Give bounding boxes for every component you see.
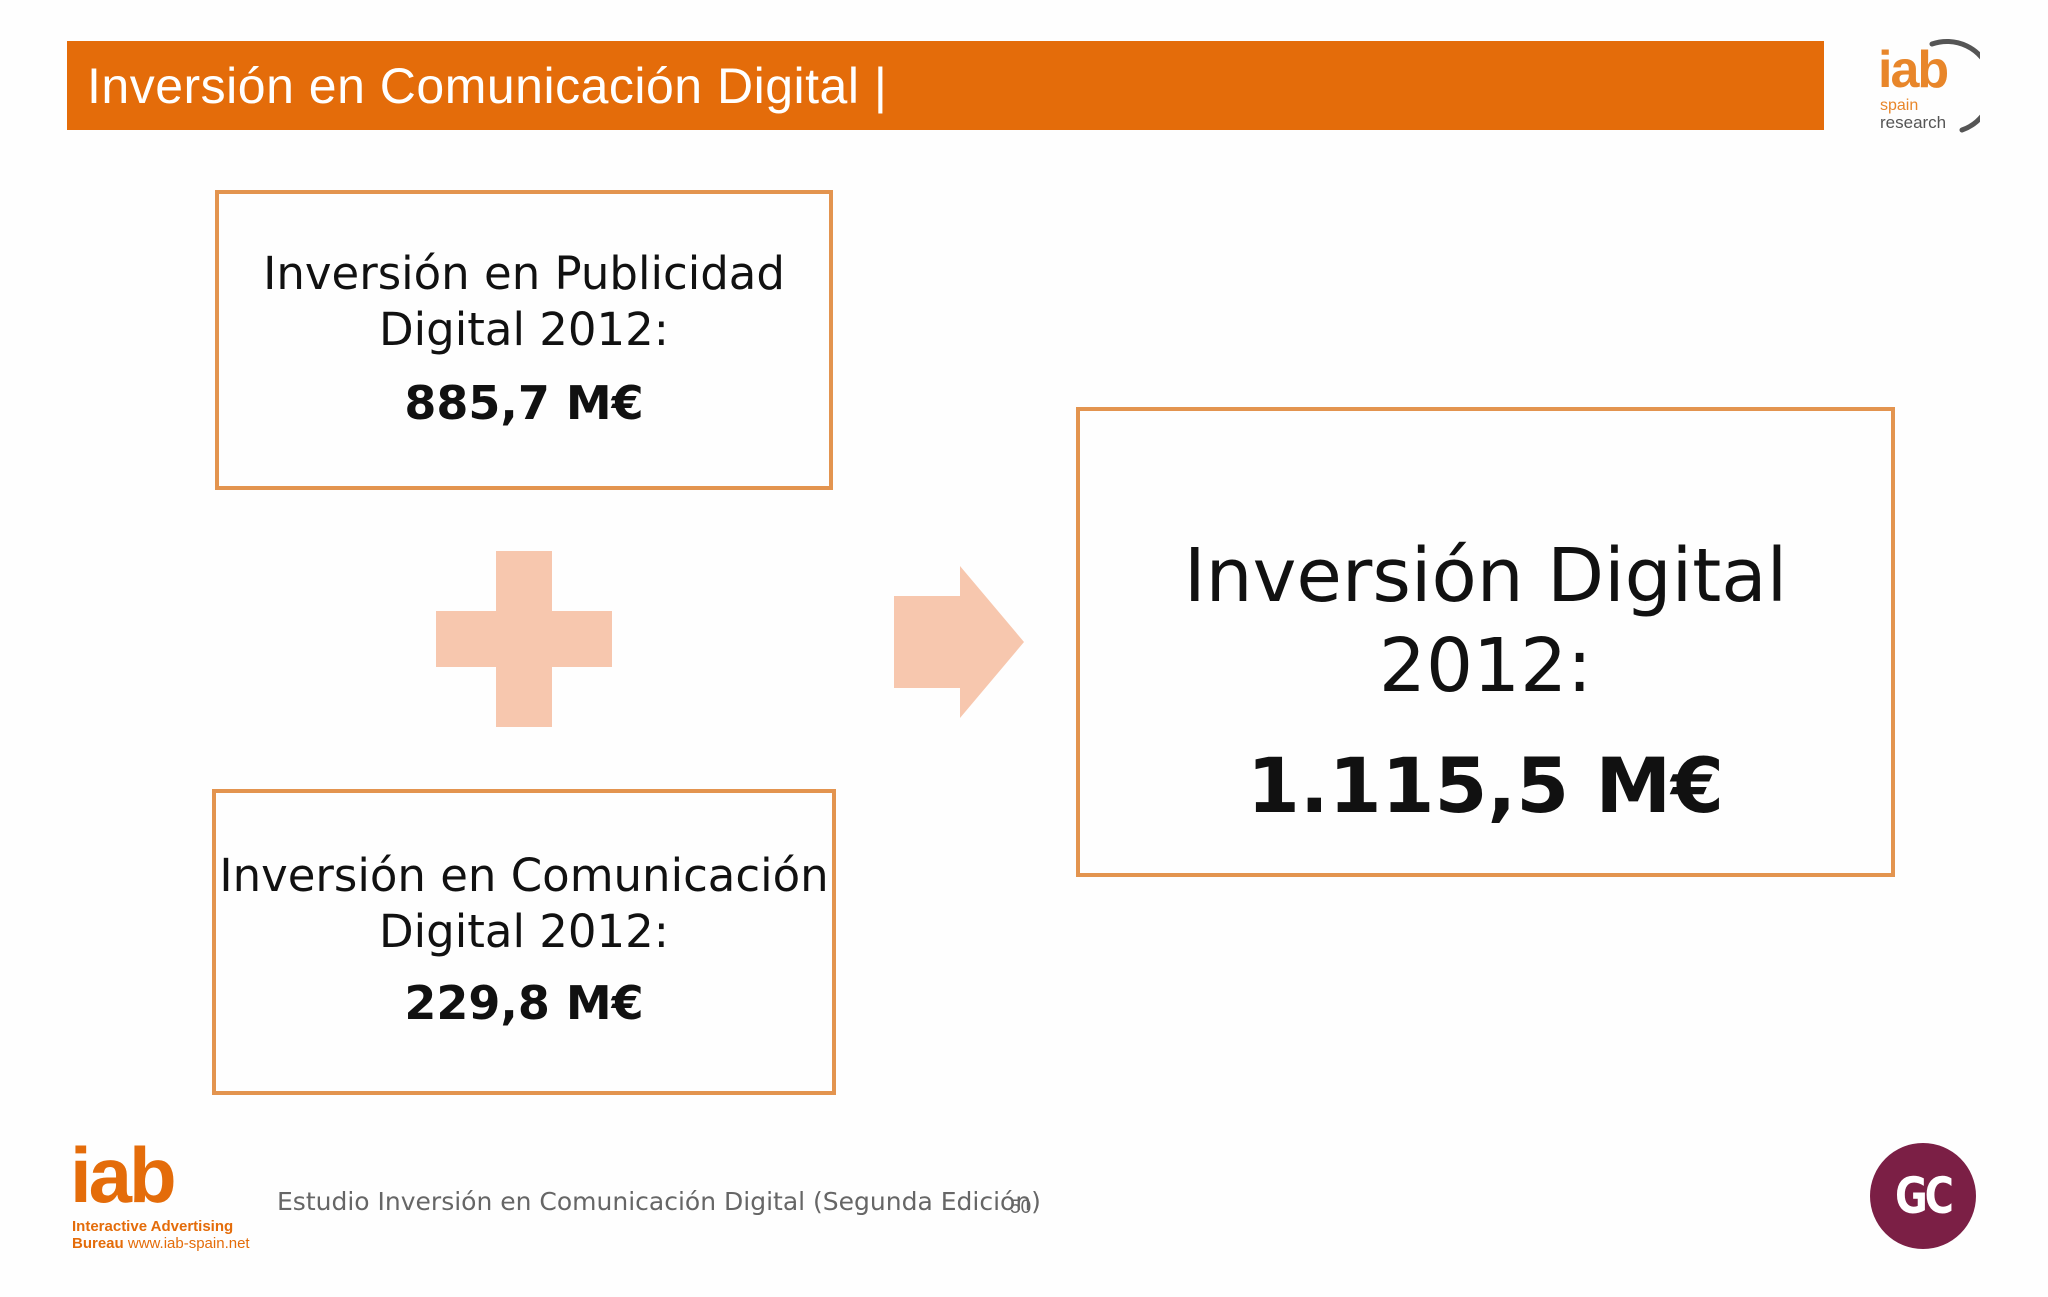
logo-arc-icon (1929, 38, 1980, 133)
footer-study-title: Estudio Inversión en Comunicación Digita… (277, 1187, 1041, 1216)
logo-brand: iab (1878, 41, 1949, 99)
total-value: 1.115,5 M€ (1246, 741, 1725, 830)
title-bar: Inversión en Comunicación Digital | (67, 41, 1824, 130)
publicidad-label-line2: Digital 2012: (379, 303, 669, 356)
footer-logo-line2: Bureau www.iab-spain.net (72, 1235, 250, 1252)
gc-badge: GC (1870, 1143, 1976, 1249)
arrow-right-icon (894, 566, 1024, 718)
plus-icon (436, 551, 612, 727)
page-title: Inversión en Comunicación Digital | (87, 57, 888, 114)
publicidad-label: Inversión en Publicidad Digital 2012: (219, 194, 829, 358)
comunicacion-box: Inversión en Comunicación Digital 2012: … (212, 789, 836, 1095)
gc-badge-label: GC (1895, 1167, 1954, 1225)
comunicacion-label: Inversión en Comunicación Digital 2012: (216, 793, 832, 960)
total-box: Inversión Digital 2012: 1.115,5 M€ (1076, 407, 1895, 877)
page-number: 50 (1010, 1197, 1032, 1218)
publicidad-label-line1: Inversión en Publicidad (263, 247, 785, 300)
footer-logo-bureau: Bureau (72, 1235, 124, 1252)
comunicacion-label-line1: Inversión en Comunicación (219, 849, 829, 902)
iab-footer-logo: iab Interactive Advertising Bureau www.i… (70, 1131, 270, 1258)
total-label: Inversión Digital 2012: (1183, 533, 1788, 709)
comunicacion-label-line2: Digital 2012: (379, 905, 669, 958)
comunicacion-value: 229,8 M€ (404, 976, 644, 1030)
iab-spain-research-logo: iab spain research (1870, 38, 1980, 138)
logo-research: research (1880, 113, 1947, 132)
footer-logo-brand: iab (70, 1131, 177, 1219)
publicidad-box: Inversión en Publicidad Digital 2012: 88… (215, 190, 833, 490)
footer-logo-url: www.iab-spain.net (127, 1235, 250, 1252)
footer-logo-line1: Interactive Advertising (72, 1218, 234, 1235)
logo-spain: spain (1880, 97, 1919, 114)
publicidad-value: 885,7 M€ (404, 376, 644, 430)
